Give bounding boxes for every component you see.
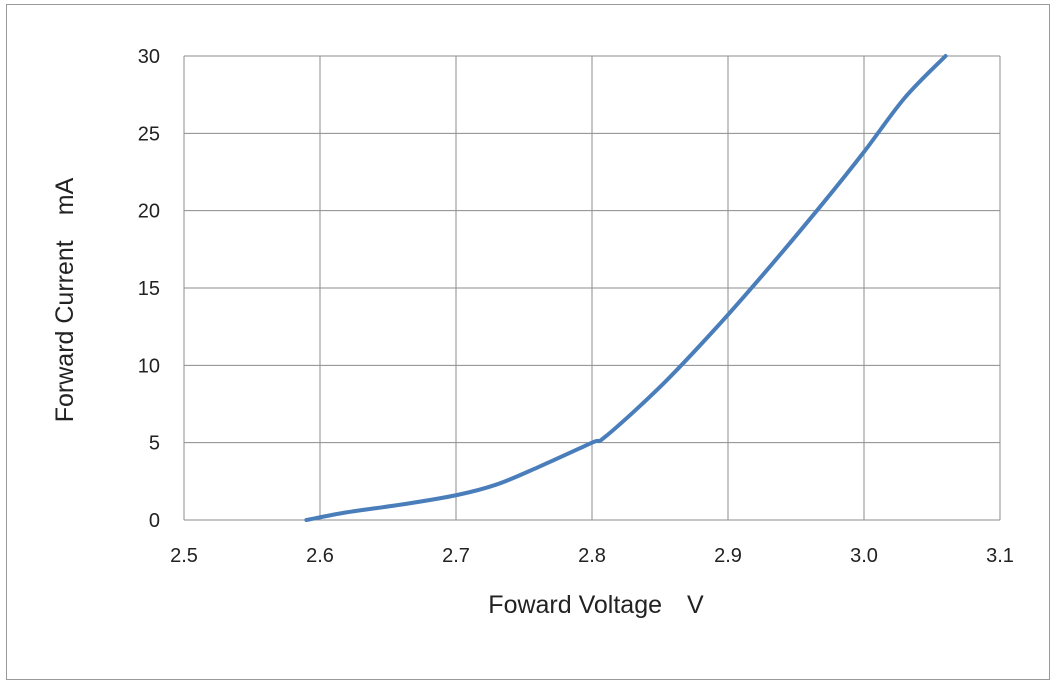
x-tick-label: 2.7	[442, 545, 470, 567]
y-tick-label: 5	[149, 433, 160, 455]
y-tick-label: 25	[138, 123, 160, 145]
y-axis-ticks: 0 5 10 15 20 25 30	[138, 46, 160, 532]
y-axis-title: Forward Current mA	[51, 177, 79, 422]
y-tick-label: 0	[149, 510, 160, 532]
chart-frame	[6, 4, 1050, 680]
x-tick-label: 2.8	[578, 545, 606, 567]
y-tick-label: 30	[138, 46, 160, 68]
y-tick-label: 15	[138, 278, 160, 300]
x-tick-label: 2.6	[306, 545, 334, 567]
y-tick-label: 20	[138, 201, 160, 223]
x-axis-ticks: 2.5 2.6 2.7 2.8 2.9 3.0 3.1	[170, 545, 1014, 567]
y-tick-label: 10	[138, 355, 160, 377]
x-tick-label: 3.1	[986, 545, 1014, 567]
x-tick-label: 2.9	[714, 545, 742, 567]
x-axis-title: Foward Voltage V	[488, 591, 704, 619]
series-line	[304, 54, 948, 522]
x-tick-label: 2.5	[170, 545, 198, 567]
series-layer	[304, 54, 948, 522]
x-tick-label: 3.0	[850, 545, 878, 567]
grid	[183, 55, 1001, 521]
